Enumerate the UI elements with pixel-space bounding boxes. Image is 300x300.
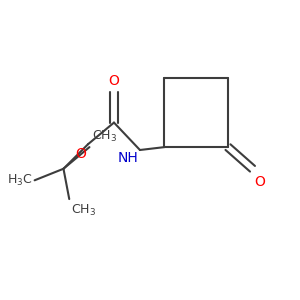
Text: NH: NH — [118, 152, 139, 165]
Text: O: O — [109, 74, 119, 88]
Text: O: O — [75, 146, 86, 161]
Text: H$_3$C: H$_3$C — [7, 173, 32, 188]
Text: CH$_3$: CH$_3$ — [71, 202, 96, 217]
Text: CH$_3$: CH$_3$ — [92, 129, 117, 144]
Text: O: O — [254, 175, 265, 189]
